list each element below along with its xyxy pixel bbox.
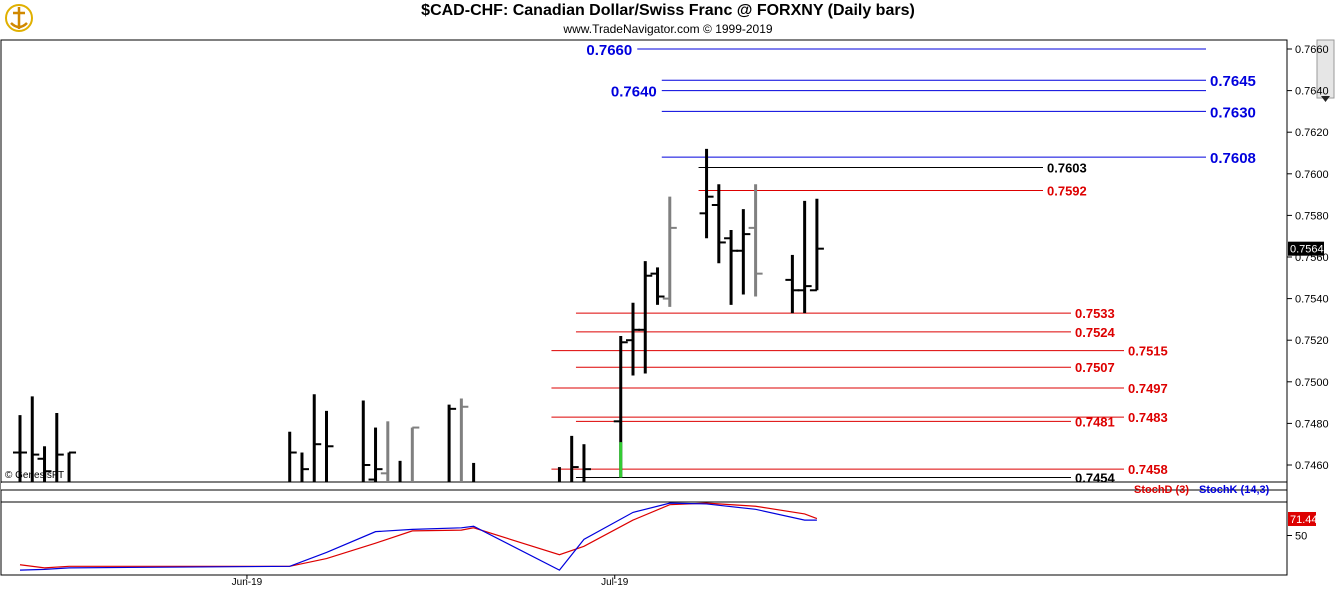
level-label: 0.7515 bbox=[1128, 344, 1168, 359]
level-label: 0.7524 bbox=[1075, 325, 1116, 340]
stoch-axis-ticks: 50 71.44 bbox=[1287, 511, 1318, 543]
level-label: 0.7640 bbox=[611, 84, 657, 101]
chart-subtitle: www.TradeNavigator.com © 1999-2019 bbox=[563, 22, 773, 36]
stoch-last-label: 71.44 bbox=[1290, 514, 1318, 526]
price-tick-label: 0.7500 bbox=[1295, 377, 1329, 389]
legend-stochd: StochD (3) bbox=[1134, 484, 1189, 496]
level-label: 0.7454 bbox=[1075, 470, 1116, 485]
price-tick-label: 0.7520 bbox=[1295, 335, 1329, 347]
stochastic-lines bbox=[19, 502, 818, 571]
tradenavigator-logo-icon bbox=[4, 3, 34, 38]
legend-stochk: StochK (14,3) bbox=[1199, 484, 1270, 496]
level-label: 0.7592 bbox=[1047, 183, 1087, 198]
price-tick-label: 0.7540 bbox=[1295, 294, 1329, 306]
price-tick-label: 0.7600 bbox=[1295, 169, 1329, 181]
level-label: 0.7483 bbox=[1128, 410, 1168, 425]
stoch-last-box bbox=[1288, 511, 1316, 526]
indicator-legend: StochD (3) StochK (14,3) bbox=[1134, 484, 1270, 496]
level-lines: 0.7660 0.7645 0.7640 0.7630 0.7608 0.7603 0.75… bbox=[551, 42, 1256, 485]
level-label: 0.7481 bbox=[1075, 414, 1115, 429]
level-label: 0.7603 bbox=[1047, 161, 1087, 176]
price-tick-label: 0.7480 bbox=[1295, 418, 1329, 430]
price-tick-label: 0.7620 bbox=[1295, 127, 1329, 139]
price-bars bbox=[13, 148, 824, 482]
watermark: © GenesisFT bbox=[5, 470, 64, 481]
price-axis-ticks: 0.76600.76400.76200.76000.75800.75600.75… bbox=[1287, 44, 1329, 472]
x-axis-labels: Jun-19 Jul-19 bbox=[232, 575, 629, 588]
chart-title: $CAD-CHF: Canadian Dollar/Swiss Franc @ … bbox=[421, 2, 915, 19]
last-price-label: 0.7564 bbox=[1290, 244, 1324, 256]
level-label: 0.7497 bbox=[1128, 381, 1168, 396]
x-tick-label: Jul-19 bbox=[601, 577, 629, 588]
stoch-tick-label: 50 bbox=[1295, 531, 1307, 543]
scroll-down-arrow-icon[interactable] bbox=[1321, 96, 1330, 102]
level-label: 0.7507 bbox=[1075, 360, 1115, 375]
price-tick-label: 0.7580 bbox=[1295, 210, 1329, 222]
level-label: 0.7608 bbox=[1210, 150, 1256, 167]
stoch-d-line bbox=[19, 502, 818, 569]
price-tick-label: 0.7460 bbox=[1295, 460, 1329, 472]
level-label: 0.7630 bbox=[1210, 104, 1256, 121]
x-tick-label: Jun-19 bbox=[232, 577, 263, 588]
price-tick-label: 0.7640 bbox=[1295, 86, 1329, 98]
price-tick-label: 0.7660 bbox=[1295, 44, 1329, 56]
level-label: 0.7645 bbox=[1210, 73, 1256, 90]
panel-separator bbox=[1, 483, 1287, 490]
level-label: 0.7533 bbox=[1075, 306, 1115, 321]
last-price-box bbox=[1288, 241, 1324, 256]
stoch-k-line bbox=[19, 502, 817, 571]
right-axis-area bbox=[1287, 40, 1335, 575]
level-label: 0.7458 bbox=[1128, 462, 1168, 477]
level-label: 0.7660 bbox=[586, 42, 632, 59]
